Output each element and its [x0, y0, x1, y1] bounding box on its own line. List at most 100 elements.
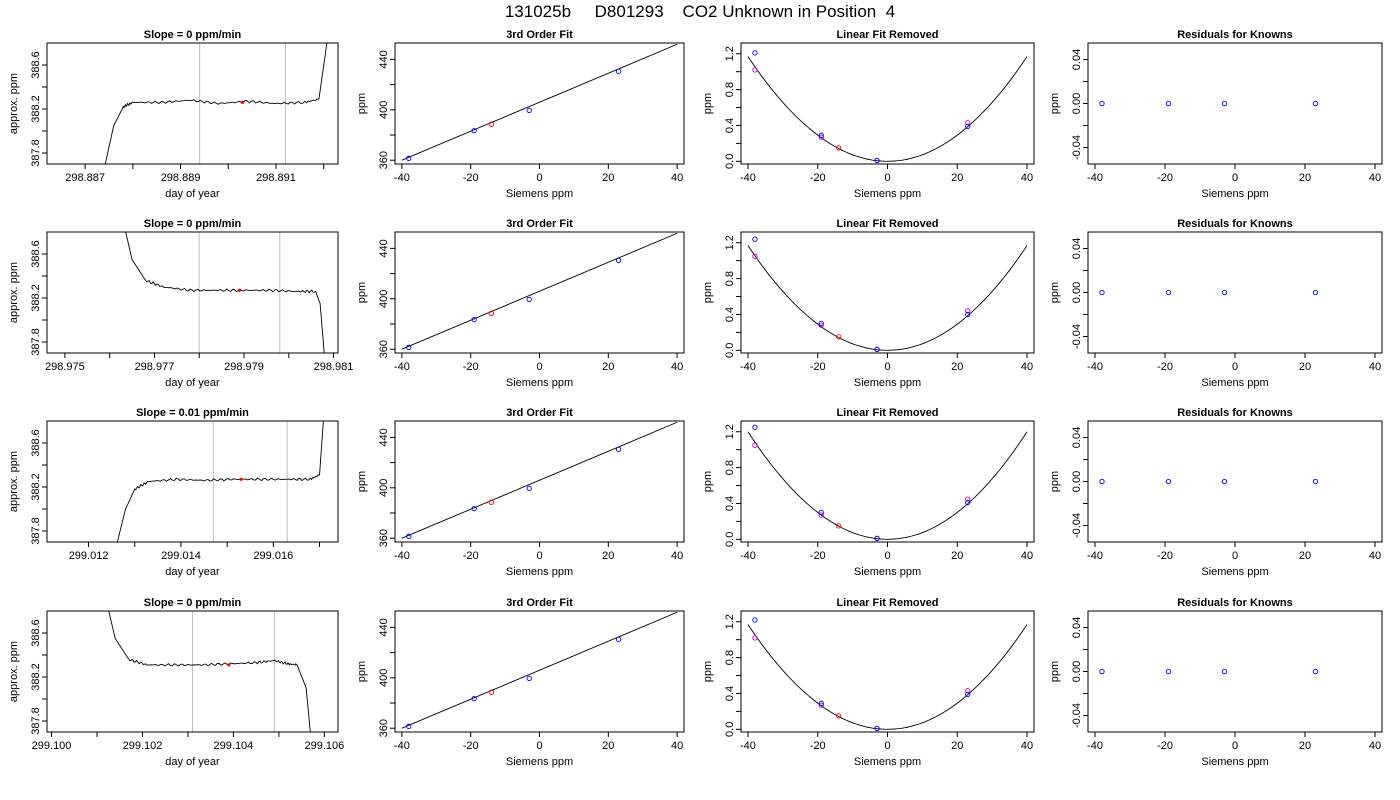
panel-r2c3: Linear Fit Removed -40 -20 0 20 40 0.0 0.4 0.8 1.…	[702, 218, 1035, 389]
x-tick-label: -40	[1087, 172, 1103, 184]
known-point	[1221, 100, 1228, 107]
plot-area	[401, 232, 678, 350]
x-axis-label: day of year	[165, 377, 220, 389]
x-tick-label: 299.102	[123, 740, 163, 752]
known-point-alt	[752, 253, 758, 259]
y-tick-label: 0.00	[1071, 471, 1083, 492]
y-tick-label: 0.0	[724, 532, 736, 547]
panel-title: 3rd Order Fit	[506, 29, 573, 41]
panel-frame	[1087, 42, 1383, 165]
panel-title: Residuals for Knowns	[1177, 218, 1293, 230]
y-axis-label: ppm	[1049, 471, 1061, 492]
known-point-alt	[965, 308, 971, 314]
x-tick-label: 299.016	[253, 550, 293, 562]
y-axis-label: approx. ppm	[8, 262, 20, 323]
x-tick-label: 298.889	[161, 172, 201, 184]
known-point	[1165, 478, 1172, 485]
known-point	[471, 316, 477, 323]
x-axis-label: Siemens ppm	[1201, 377, 1268, 389]
known-point	[1312, 668, 1319, 675]
x-tick-label: -20	[463, 172, 479, 184]
unknown-point	[488, 689, 494, 695]
panel-frame	[740, 42, 1035, 165]
x-tick-label: 40	[1369, 361, 1381, 373]
x-tick-label: 40	[1369, 172, 1381, 184]
known-point	[1165, 100, 1172, 107]
y-tick-label: 0.0	[724, 343, 736, 358]
panel-r2c1: Slope = 0 ppm/min 298.975 298.977 298.979 29…	[8, 218, 353, 389]
x-tick-label: 20	[951, 550, 963, 562]
plot-area	[104, 43, 328, 164]
unknown-point	[488, 310, 494, 316]
panel-r4c4: Residuals for Knowns -40 -20 0 20 40 -0.04 0.00…	[1049, 597, 1383, 768]
panel-title: 3rd Order Fit	[506, 407, 573, 419]
data-trace	[108, 611, 311, 732]
known-point	[615, 68, 622, 75]
x-tick-label: -20	[810, 550, 826, 562]
known-point	[874, 725, 880, 732]
x-tick-label: 0	[536, 550, 542, 562]
known-point	[1312, 478, 1319, 485]
known-point	[615, 636, 622, 643]
x-tick-label: 40	[1021, 361, 1033, 373]
x-tick-label: -20	[463, 361, 479, 373]
y-tick-label: 360	[378, 151, 390, 169]
panel-title: Linear Fit Removed	[836, 29, 938, 41]
y-tick-label: 440	[378, 428, 390, 446]
y-axis-label: ppm	[702, 93, 714, 114]
x-tick-label: 0	[884, 172, 890, 184]
x-tick-label: 40	[1369, 550, 1381, 562]
x-tick-label: 298.887	[65, 172, 105, 184]
known-point	[1221, 668, 1228, 675]
y-tick-label: 1.2	[724, 424, 736, 439]
x-tick-label: 20	[951, 740, 963, 752]
x-tick-label: -40	[740, 172, 756, 184]
y-tick-label: 0.00	[1071, 93, 1083, 114]
unknown-point	[836, 523, 842, 529]
x-axis-label: Siemens ppm	[506, 188, 573, 200]
panel-title: 3rd Order Fit	[506, 597, 573, 609]
known-point	[406, 344, 412, 350]
x-axis-label: Siemens ppm	[1201, 566, 1268, 578]
panel-frame	[46, 42, 339, 165]
panel-frame	[1087, 610, 1383, 733]
y-axis-label: ppm	[356, 282, 368, 303]
known-point	[1312, 100, 1319, 107]
panel-r4c1: Slope = 0 ppm/min 299.100 299.102 299.104 29…	[8, 597, 344, 768]
known-point	[874, 346, 880, 353]
y-tick-label: 0.04	[1071, 427, 1083, 448]
data-trace	[104, 43, 328, 164]
known-point-alt	[752, 67, 758, 73]
y-tick-label: 440	[378, 50, 390, 68]
known-point	[818, 509, 824, 516]
known-point-alt	[818, 702, 824, 708]
panel-title: Slope = 0.01 ppm/min	[136, 407, 249, 419]
plot-area	[401, 421, 678, 539]
x-tick-label: 298.891	[256, 172, 296, 184]
plot-area	[401, 611, 678, 729]
y-tick-label: -0.04	[1071, 703, 1083, 728]
known-point	[526, 296, 532, 303]
x-tick-label: 40	[1021, 172, 1033, 184]
panel-frame	[394, 231, 685, 354]
known-point	[615, 257, 622, 264]
known-point	[406, 533, 412, 539]
y-tick-label: 0.04	[1071, 49, 1083, 70]
known-point-alt	[752, 442, 758, 448]
panel-r1c3: Linear Fit Removed -40 -20 0 20 40 0.0 0.4 0.8 1.…	[702, 29, 1035, 200]
x-axis-label: day of year	[165, 188, 220, 200]
x-tick-label: -40	[1087, 361, 1103, 373]
panel-title: Residuals for Knowns	[1177, 29, 1293, 41]
x-tick-label: -20	[463, 550, 479, 562]
x-tick-label: 40	[1021, 740, 1033, 752]
known-point	[1099, 289, 1105, 296]
known-point	[471, 127, 477, 134]
known-point	[1099, 668, 1105, 675]
panel-title: Slope = 0 ppm/min	[144, 597, 242, 609]
fit-curve	[747, 624, 1028, 730]
x-tick-label: 0	[884, 740, 890, 752]
x-tick-label: 20	[602, 172, 614, 184]
known-point	[526, 107, 532, 114]
known-point	[752, 424, 758, 430]
